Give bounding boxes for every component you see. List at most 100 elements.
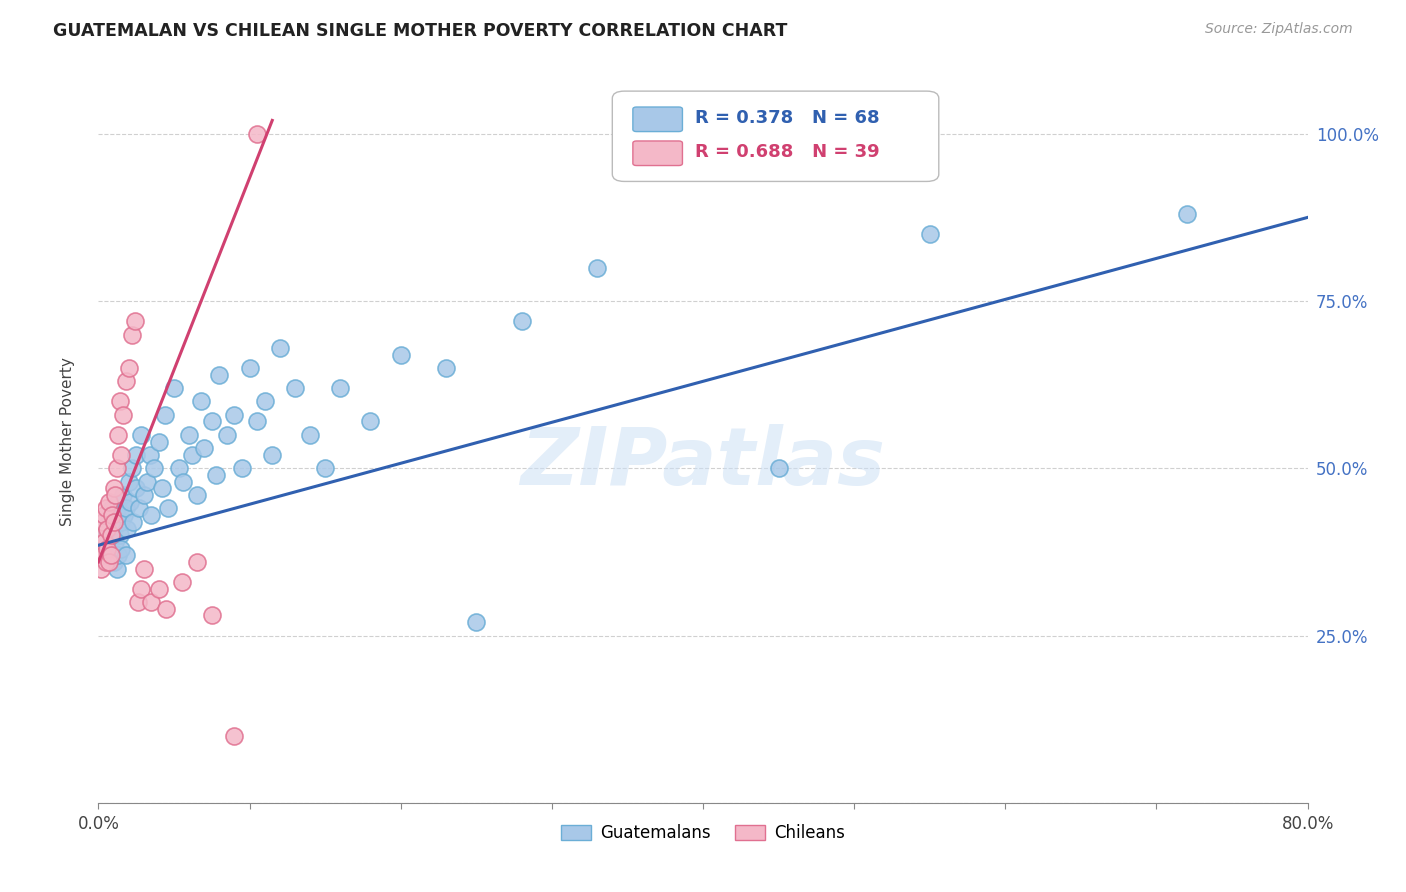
Chileans <box>124 314 146 328</box>
Guatemalans <box>112 508 135 523</box>
Guatemalans <box>156 501 179 516</box>
Chileans <box>93 508 115 523</box>
Chileans <box>105 461 128 475</box>
Chileans <box>111 408 134 422</box>
Guatemalans <box>1175 207 1198 221</box>
Guatemalans <box>103 555 125 569</box>
Guatemalans <box>148 434 170 449</box>
Chileans <box>129 582 152 596</box>
Guatemalans <box>110 515 132 529</box>
Chileans <box>89 541 111 556</box>
Chileans <box>91 515 114 529</box>
Chileans <box>201 608 224 623</box>
Guatemalans <box>239 361 262 376</box>
Guatemalans <box>143 461 166 475</box>
Chileans <box>186 555 208 569</box>
Guatemalans <box>389 348 412 362</box>
Chileans <box>98 555 121 569</box>
Guatemalans <box>201 414 224 429</box>
Chileans <box>246 127 269 141</box>
Chileans <box>170 575 193 590</box>
Legend: Guatemalans, Chileans: Guatemalans, Chileans <box>555 817 851 848</box>
Guatemalans <box>193 442 215 455</box>
Chileans <box>141 595 163 609</box>
FancyBboxPatch shape <box>613 91 939 181</box>
Guatemalans <box>172 475 194 489</box>
Guatemalans <box>135 475 157 489</box>
Chileans <box>104 488 127 502</box>
Chileans <box>96 521 118 535</box>
Chileans <box>93 534 115 549</box>
Guatemalans <box>224 408 246 422</box>
Guatemalans <box>434 361 457 376</box>
Chileans <box>101 508 124 523</box>
Chileans <box>108 394 131 409</box>
Chileans <box>107 427 129 442</box>
Guatemalans <box>105 562 128 576</box>
Guatemalans <box>128 501 150 516</box>
Guatemalans <box>132 488 155 502</box>
Text: Source: ZipAtlas.com: Source: ZipAtlas.com <box>1205 22 1353 37</box>
Guatemalans <box>253 394 276 409</box>
Guatemalans <box>179 427 201 442</box>
Guatemalans <box>110 541 132 556</box>
Guatemalans <box>94 528 117 542</box>
Guatemalans <box>107 494 129 508</box>
Chileans <box>100 548 122 563</box>
Guatemalans <box>129 427 152 442</box>
Chileans <box>100 528 122 542</box>
Chileans <box>90 562 112 576</box>
Guatemalans <box>465 615 488 630</box>
Guatemalans <box>768 461 790 475</box>
Guatemalans <box>208 368 231 382</box>
Guatemalans <box>329 381 352 395</box>
Chileans <box>98 494 121 508</box>
Y-axis label: Single Mother Poverty: Single Mother Poverty <box>60 357 75 526</box>
Guatemalans <box>153 408 176 422</box>
FancyBboxPatch shape <box>633 107 682 132</box>
Guatemalans <box>111 488 134 502</box>
Guatemalans <box>231 461 253 475</box>
Chileans <box>103 515 125 529</box>
Guatemalans <box>105 508 128 523</box>
Guatemalans <box>121 461 143 475</box>
Guatemalans <box>98 515 121 529</box>
Chileans <box>224 729 246 743</box>
Guatemalans <box>284 381 307 395</box>
FancyBboxPatch shape <box>633 141 682 166</box>
Chileans <box>155 602 177 616</box>
Guatemalans <box>101 501 124 516</box>
Guatemalans <box>186 488 208 502</box>
Guatemalans <box>586 260 609 275</box>
Guatemalans <box>114 548 136 563</box>
Chileans <box>118 361 141 376</box>
Guatemalans <box>100 541 122 556</box>
Chileans <box>127 595 149 609</box>
Guatemalans <box>262 448 284 462</box>
Guatemalans <box>114 501 136 516</box>
Chileans <box>103 482 125 496</box>
Guatemalans <box>360 414 382 429</box>
Chileans <box>94 555 117 569</box>
Chileans <box>94 501 117 516</box>
Guatemalans <box>167 461 190 475</box>
Guatemalans <box>141 508 163 523</box>
Guatemalans <box>122 515 145 529</box>
Guatemalans <box>120 494 142 508</box>
Chileans <box>96 541 118 556</box>
Guatemalans <box>107 548 129 563</box>
Guatemalans <box>190 394 212 409</box>
Guatemalans <box>139 448 162 462</box>
Guatemalans <box>103 521 125 535</box>
Guatemalans <box>246 414 269 429</box>
Guatemalans <box>104 534 127 549</box>
Guatemalans <box>269 341 291 355</box>
Guatemalans <box>150 482 173 496</box>
Chileans <box>110 448 132 462</box>
Guatemalans <box>115 521 138 535</box>
Guatemalans <box>314 461 336 475</box>
Text: ZIPatlas: ZIPatlas <box>520 425 886 502</box>
Guatemalans <box>181 448 204 462</box>
Guatemalans <box>163 381 186 395</box>
Chileans <box>91 548 114 563</box>
